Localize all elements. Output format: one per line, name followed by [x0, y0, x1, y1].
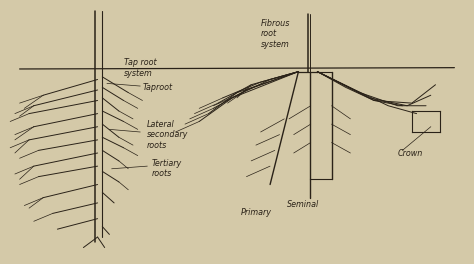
Text: Tap root
system: Tap root system: [124, 58, 156, 78]
Text: Primary: Primary: [240, 208, 272, 217]
Text: Tertiary
roots: Tertiary roots: [152, 159, 182, 178]
Text: Crown: Crown: [398, 149, 423, 158]
Text: Fibrous
root
system: Fibrous root system: [261, 19, 290, 49]
Text: Lateral
secondary
roots: Lateral secondary roots: [147, 120, 189, 149]
Text: Taproot: Taproot: [143, 83, 173, 92]
Text: Seminal: Seminal: [287, 200, 319, 209]
